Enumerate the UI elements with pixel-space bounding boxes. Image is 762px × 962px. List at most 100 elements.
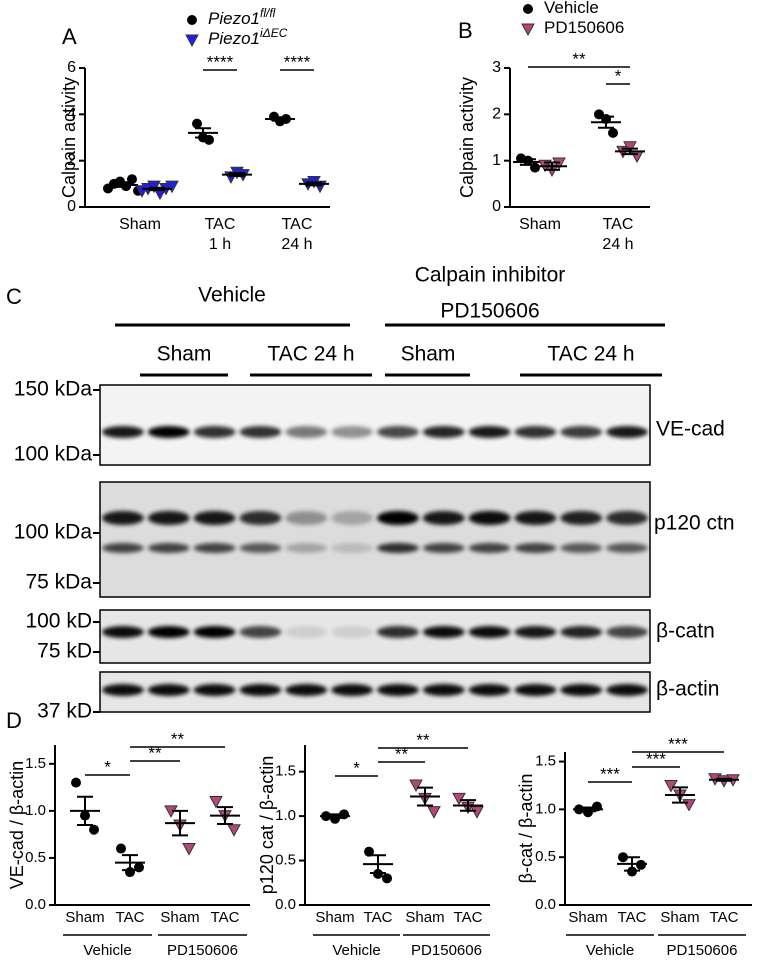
axis bbox=[304, 745, 490, 906]
blot-band bbox=[101, 426, 144, 438]
blot-band bbox=[514, 626, 557, 638]
y-tick-label: 1.0 bbox=[25, 802, 46, 819]
blot-frame bbox=[99, 384, 651, 466]
error-bar bbox=[217, 806, 233, 826]
data-point bbox=[623, 141, 637, 154]
group-label: Calpain inhibitor bbox=[415, 264, 566, 287]
blot-band bbox=[422, 511, 465, 525]
data-point bbox=[204, 134, 214, 145]
blot-band bbox=[514, 684, 557, 696]
condition-label: TAC 24 h bbox=[547, 343, 634, 366]
y-axis-label: p120 cat / β-actin bbox=[257, 756, 277, 894]
blot-band bbox=[376, 511, 419, 525]
protein-label: β-catn bbox=[656, 620, 715, 643]
data-point bbox=[664, 779, 678, 793]
blot-band bbox=[422, 626, 465, 638]
blot-band bbox=[560, 426, 603, 438]
data-point bbox=[364, 846, 374, 857]
data-point bbox=[209, 795, 223, 809]
significance-label: * bbox=[353, 758, 360, 777]
error-bar bbox=[229, 172, 245, 177]
x-tick-label: Sham bbox=[519, 216, 561, 233]
blot-band bbox=[239, 684, 282, 696]
error-bar bbox=[115, 182, 131, 188]
significance-label: *** bbox=[646, 749, 666, 768]
x-tick-label: TAC bbox=[364, 909, 393, 926]
y-tick-label: 4 bbox=[67, 106, 76, 123]
x-tick-label: TAC 1 h bbox=[205, 216, 236, 253]
y-tick-label: 0 bbox=[492, 198, 501, 215]
legend-marker bbox=[523, 4, 533, 14]
marker-label: 100 kD bbox=[25, 610, 92, 633]
x-tick-label: Sham bbox=[65, 909, 104, 926]
data-point bbox=[470, 806, 484, 819]
y-tick-label: 1.0 bbox=[275, 807, 296, 824]
legend-name: PD150606 bbox=[544, 18, 624, 37]
blot-band bbox=[606, 511, 649, 525]
error-bar bbox=[417, 786, 433, 807]
x-tick-label: Sham bbox=[405, 909, 444, 926]
blot-band bbox=[376, 543, 419, 553]
data-point bbox=[682, 799, 696, 812]
blot-band bbox=[468, 543, 511, 553]
significance-label: **** bbox=[284, 52, 311, 71]
condition-label: Sham bbox=[157, 343, 212, 366]
data-point bbox=[608, 127, 618, 138]
error-bar bbox=[598, 115, 614, 129]
y-tick-label: 1.5 bbox=[275, 763, 296, 780]
blot-band bbox=[239, 426, 282, 438]
blot-band bbox=[560, 511, 603, 525]
error-bar bbox=[327, 813, 343, 819]
blot-band bbox=[285, 684, 328, 696]
data-point bbox=[452, 792, 466, 806]
blot-band bbox=[331, 511, 374, 525]
blot-band bbox=[239, 543, 282, 553]
blot-band bbox=[514, 543, 557, 553]
x-tick-label: TAC bbox=[618, 909, 647, 926]
x-tick-label: Sham bbox=[568, 909, 607, 926]
data-point bbox=[147, 180, 161, 194]
x-tick-label: Sham bbox=[660, 909, 699, 926]
blot-band bbox=[331, 626, 374, 638]
significance-label: * bbox=[615, 66, 622, 85]
condition-label: TAC 24 h bbox=[267, 343, 354, 366]
x-tick-label: Sham bbox=[315, 909, 354, 926]
panel-label: D bbox=[6, 708, 22, 733]
axis bbox=[509, 68, 650, 208]
blot-band bbox=[193, 626, 236, 638]
y-tick-label: 2 bbox=[67, 152, 76, 169]
x-tick-label: TAC bbox=[710, 909, 739, 926]
legend-marker bbox=[185, 34, 199, 48]
blot-band bbox=[376, 684, 419, 696]
blot-band bbox=[147, 426, 190, 438]
legend-marker bbox=[521, 23, 535, 37]
blot-band bbox=[101, 626, 144, 638]
legend-name: Vehicle bbox=[544, 0, 599, 17]
blot-bands bbox=[101, 426, 649, 696]
marker-ticks bbox=[93, 389, 100, 713]
data-point bbox=[630, 150, 644, 164]
significance-label: ** bbox=[572, 49, 586, 68]
error-bar bbox=[272, 116, 288, 122]
blot-band bbox=[239, 626, 282, 638]
data-point bbox=[116, 843, 126, 854]
data-point bbox=[182, 843, 196, 856]
error-bar bbox=[195, 127, 211, 139]
blot-frame bbox=[99, 481, 651, 598]
error-bar bbox=[149, 186, 165, 192]
blot-band bbox=[147, 626, 190, 638]
error-bar bbox=[172, 809, 188, 837]
blot-band bbox=[193, 511, 236, 525]
panel-label: C bbox=[6, 284, 22, 309]
data-point bbox=[427, 806, 441, 819]
blot-band bbox=[101, 684, 144, 696]
blot-band bbox=[560, 684, 603, 696]
marker-label: 37 kD bbox=[37, 700, 92, 723]
group-label: Vehicle bbox=[332, 942, 380, 959]
group-label: PD150606 bbox=[667, 942, 738, 959]
y-tick-label: 3 bbox=[492, 59, 501, 76]
y-tick-label: 0.5 bbox=[25, 849, 46, 866]
marker-label: 75 kDa bbox=[25, 571, 92, 594]
blot-band bbox=[331, 426, 374, 438]
protein-label: VE-cad bbox=[656, 418, 725, 441]
